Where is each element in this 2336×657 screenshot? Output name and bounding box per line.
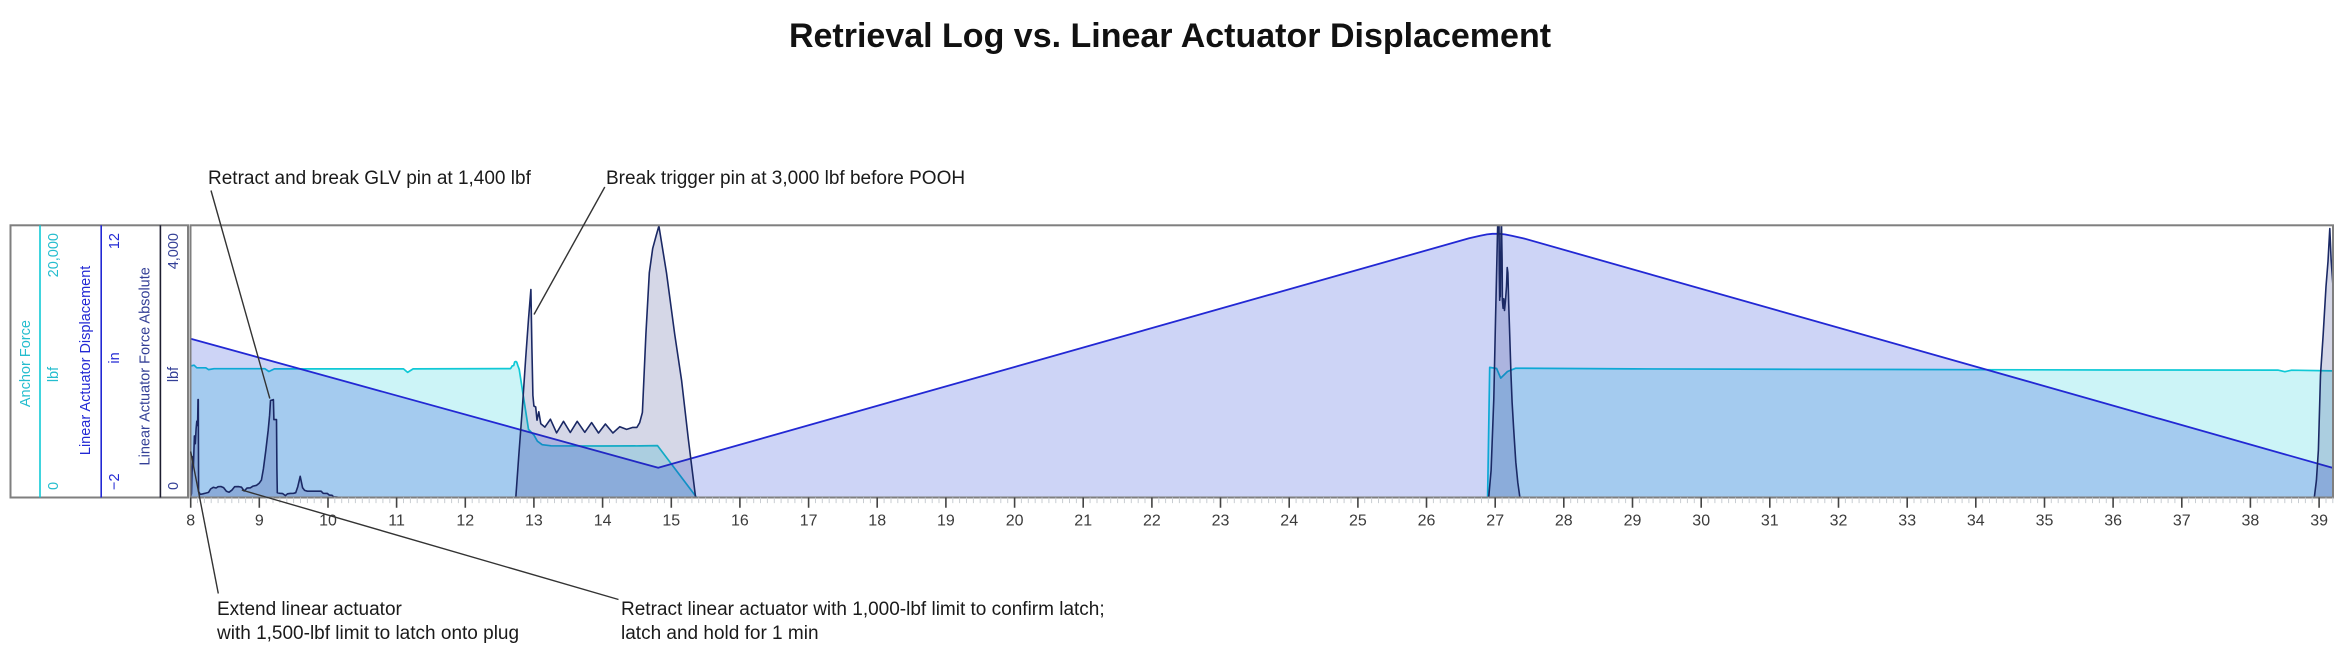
svg-text:0: 0 — [46, 482, 62, 490]
svg-text:in: in — [107, 352, 123, 363]
svg-text:15: 15 — [662, 513, 680, 530]
svg-text:34: 34 — [1967, 513, 1985, 530]
svg-text:8: 8 — [186, 513, 195, 530]
svg-text:38: 38 — [2242, 513, 2260, 530]
svg-text:30: 30 — [1692, 513, 1710, 530]
svg-text:25: 25 — [1349, 513, 1367, 530]
svg-text:4,000: 4,000 — [166, 233, 182, 269]
svg-text:12: 12 — [456, 513, 474, 530]
svg-text:20,000: 20,000 — [46, 233, 62, 277]
svg-text:Extend linear actuator: Extend linear actuator — [217, 599, 403, 620]
svg-text:13: 13 — [525, 513, 543, 530]
svg-text:29: 29 — [1624, 513, 1642, 530]
svg-text:32: 32 — [1830, 513, 1848, 530]
svg-text:24: 24 — [1280, 513, 1298, 530]
svg-text:35: 35 — [2036, 513, 2054, 530]
svg-text:Linear Actuator Displacement: Linear Actuator Displacement — [78, 266, 94, 455]
svg-text:with 1,500-lbf limit to latch: with 1,500-lbf limit to latch onto plug — [216, 623, 519, 644]
svg-text:14: 14 — [594, 513, 612, 530]
svg-text:0: 0 — [166, 482, 182, 490]
svg-text:21: 21 — [1074, 513, 1092, 530]
svg-text:36: 36 — [2104, 513, 2122, 530]
svg-text:−2: −2 — [107, 473, 123, 490]
svg-text:31: 31 — [1761, 513, 1779, 530]
svg-text:37: 37 — [2173, 513, 2191, 530]
svg-text:22: 22 — [1143, 513, 1161, 530]
svg-text:lbf: lbf — [46, 366, 62, 382]
svg-text:Retrieval Log vs. Linear Actua: Retrieval Log vs. Linear Actuator Displa… — [789, 17, 1551, 55]
svg-text:18: 18 — [868, 513, 886, 530]
svg-text:latch and hold for 1 min: latch and hold for 1 min — [621, 623, 819, 644]
svg-text:9: 9 — [255, 513, 264, 530]
svg-text:16: 16 — [731, 513, 749, 530]
svg-text:33: 33 — [1898, 513, 1916, 530]
svg-text:12: 12 — [107, 233, 123, 249]
svg-text:39: 39 — [2310, 513, 2328, 530]
svg-text:20: 20 — [1006, 513, 1024, 530]
svg-text:28: 28 — [1555, 513, 1573, 530]
svg-text:Anchor Force: Anchor Force — [18, 320, 34, 407]
svg-text:27: 27 — [1486, 513, 1504, 530]
svg-text:26: 26 — [1418, 513, 1436, 530]
svg-text:23: 23 — [1212, 513, 1230, 530]
svg-text:Retract linear actuator with 1: Retract linear actuator with 1,000-lbf l… — [621, 599, 1105, 620]
svg-text:11: 11 — [388, 513, 405, 530]
svg-text:Retract and break GLV pin at 1: Retract and break GLV pin at 1,400 lbf — [208, 168, 532, 189]
svg-text:17: 17 — [800, 513, 818, 530]
svg-text:Linear Actuator Force Absolute: Linear Actuator Force Absolute — [137, 267, 153, 465]
svg-text:19: 19 — [937, 513, 955, 530]
svg-text:Break trigger pin at 3,000 lbf: Break trigger pin at 3,000 lbf before PO… — [606, 168, 965, 189]
svg-text:lbf: lbf — [166, 366, 182, 382]
